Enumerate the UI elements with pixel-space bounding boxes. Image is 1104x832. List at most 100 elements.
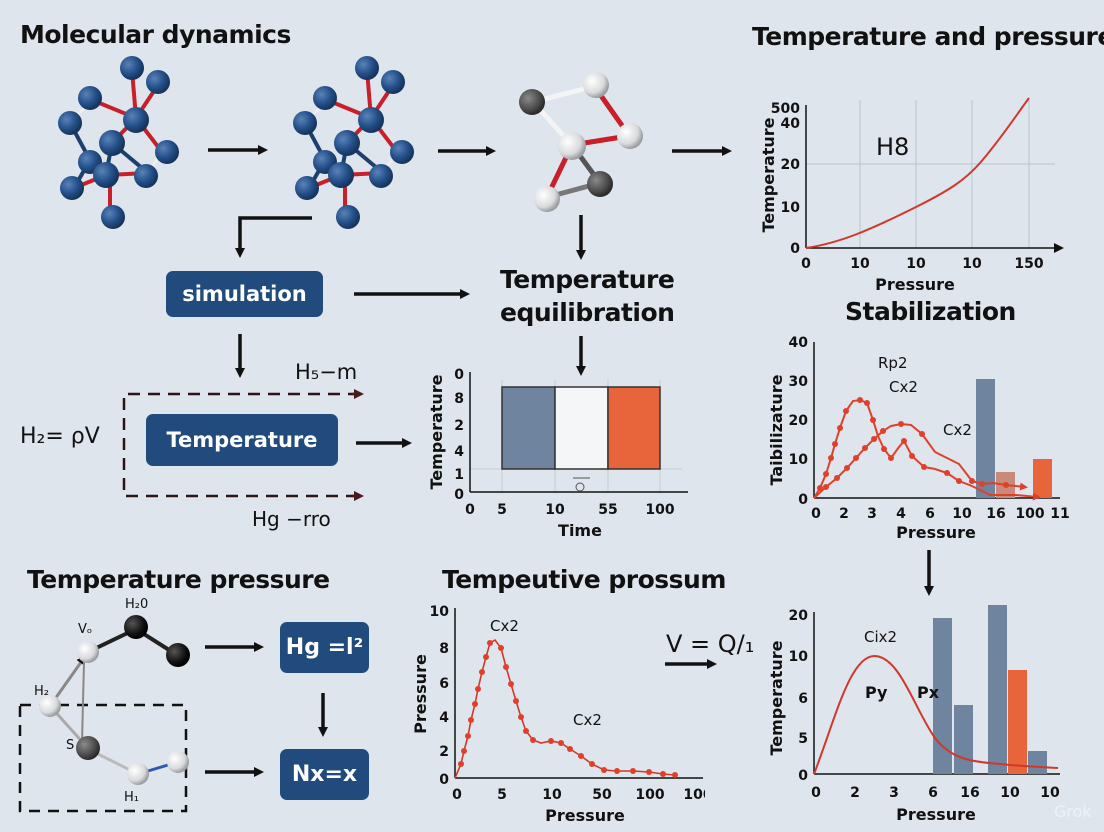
label-s: S [66, 738, 75, 753]
bar-1 [501, 386, 556, 470]
formula-hg-rro: Hg −rro [252, 507, 331, 531]
svg-text:30: 30 [789, 374, 809, 390]
molecule-cluster-1 [58, 56, 179, 229]
label-h20: H₂0 [125, 597, 149, 612]
svg-text:16: 16 [960, 785, 979, 801]
label-vo: Vₒ [78, 622, 93, 637]
svg-text:100: 100 [645, 502, 674, 518]
svg-text:10: 10 [542, 787, 562, 803]
svg-text:Time: Time [558, 521, 602, 540]
bar-1 [933, 618, 952, 774]
formula-h5-m: H₅−m [295, 360, 358, 384]
svg-text:10: 10 [1000, 785, 1020, 801]
svg-text:10: 10 [962, 256, 982, 272]
temperature-curve [805, 97, 1030, 249]
watermark: Grok [1054, 802, 1092, 821]
svg-text:10: 10 [789, 452, 809, 468]
svg-text:10: 10 [545, 502, 565, 518]
svg-text:Pressure: Pressure [545, 806, 625, 825]
svg-text:0: 0 [790, 241, 800, 257]
svg-text:0: 0 [452, 787, 462, 803]
svg-text:Cx2: Cx2 [490, 617, 519, 635]
title-temperature-pressure: Temperature pressure [27, 565, 330, 594]
svg-text:4: 4 [439, 710, 449, 726]
simulation-box[interactable]: simulation [166, 271, 323, 317]
svg-text:Pressure: Pressure [411, 654, 430, 734]
title-temperature-and-pressure: Temperature and pressure [752, 22, 1104, 51]
label-h2: H₂ [34, 684, 49, 699]
svg-text:5: 5 [497, 502, 507, 518]
svg-text:6: 6 [439, 676, 449, 692]
svg-text:Rp2: Rp2 [878, 354, 908, 372]
nx-formula-box[interactable]: Nx=x [280, 749, 369, 800]
bar-3 [607, 386, 661, 470]
svg-text:2: 2 [439, 744, 449, 760]
svg-text:10: 10 [850, 256, 870, 272]
svg-text:150: 150 [1014, 256, 1043, 272]
svg-text:0: 0 [439, 772, 449, 788]
formula-v-q: V = Q/₁ [666, 630, 755, 658]
svg-text:Px: Px [917, 683, 940, 702]
flow-arrows-bottom [205, 642, 717, 777]
svg-text:0: 0 [798, 768, 808, 784]
svg-text:5: 5 [497, 787, 507, 803]
svg-text:8: 8 [454, 391, 464, 407]
svg-text:10: 10 [1040, 785, 1060, 801]
chart-temperature-equilibration: 0 8 2 4 1 0 0 5 10 55 100 Time Temperatu… [427, 367, 688, 540]
bar-4 [1008, 670, 1027, 774]
svg-text:0: 0 [454, 487, 464, 503]
svg-text:10: 10 [906, 256, 926, 272]
temperature-box[interactable]: Temperature [146, 414, 338, 466]
temperature-curve [813, 654, 1059, 775]
svg-text:0: 0 [801, 256, 811, 272]
svg-text:100: 100 [683, 787, 705, 803]
svg-text:6: 6 [798, 691, 808, 707]
svg-text:Temperature: Temperature [759, 117, 778, 232]
svg-text:2: 2 [454, 418, 464, 434]
svg-text:11: 11 [1050, 506, 1069, 522]
svg-text:20: 20 [781, 157, 801, 173]
bar-3 [988, 605, 1007, 774]
svg-text:2: 2 [850, 785, 860, 801]
bar-5 [1028, 751, 1047, 774]
svg-text:8: 8 [439, 641, 449, 657]
svg-text:3: 3 [889, 785, 899, 801]
svg-text:Pressure: Pressure [875, 275, 955, 294]
svg-text:5: 5 [798, 731, 808, 747]
svg-text:0: 0 [454, 367, 464, 383]
series-cx2 [454, 638, 676, 779]
svg-text:Temperature: Temperature [427, 374, 446, 489]
svg-text:40: 40 [789, 335, 809, 351]
chart-temperature-and-pressure: 500 40 20 10 0 0 10 10 10 150 Pressure T… [759, 97, 1064, 294]
svg-text:4: 4 [896, 506, 906, 522]
title-stabilization: Stabilization [845, 297, 1016, 326]
svg-text:40: 40 [781, 116, 801, 132]
svg-text:500: 500 [771, 101, 800, 117]
svg-text:3: 3 [867, 506, 877, 522]
svg-text:10: 10 [952, 506, 972, 522]
svg-text:10: 10 [430, 604, 450, 620]
chart-temperature-final: 20 10 6 5 0 0 2 3 6 16 10 10 Pressure Te… [767, 605, 1060, 824]
bar-2 [954, 705, 973, 774]
chart-stabilization: 40 30 20 10 0 0 2 3 4 6 10 16 100 11 Pre… [767, 335, 1070, 542]
svg-text:4: 4 [454, 444, 464, 460]
svg-text:H8: H8 [876, 133, 909, 161]
hg-formula-box[interactable]: Hg =l² [280, 622, 369, 673]
svg-text:1: 1 [454, 467, 464, 483]
svg-text:10: 10 [789, 649, 809, 665]
svg-text:6: 6 [928, 785, 938, 801]
svg-text:0: 0 [798, 492, 808, 508]
molecule-cluster-2 [293, 56, 414, 229]
title-tempeutive-prossum: Tempeutive prossum [442, 565, 726, 594]
dashed-loop-box [122, 392, 360, 498]
chart-tempeutive-prossum: 10 8 6 4 2 0 0 5 10 50 100 100 Pressure … [411, 604, 705, 825]
svg-text:100: 100 [1015, 506, 1044, 522]
svg-text:100: 100 [635, 787, 664, 803]
svg-text:Cx2: Cx2 [889, 378, 918, 396]
svg-text:16: 16 [986, 506, 1005, 522]
svg-text:20: 20 [789, 608, 809, 624]
svg-text:10: 10 [781, 200, 801, 216]
svg-text:0: 0 [465, 502, 475, 518]
svg-text:Cix2: Cix2 [864, 628, 897, 646]
